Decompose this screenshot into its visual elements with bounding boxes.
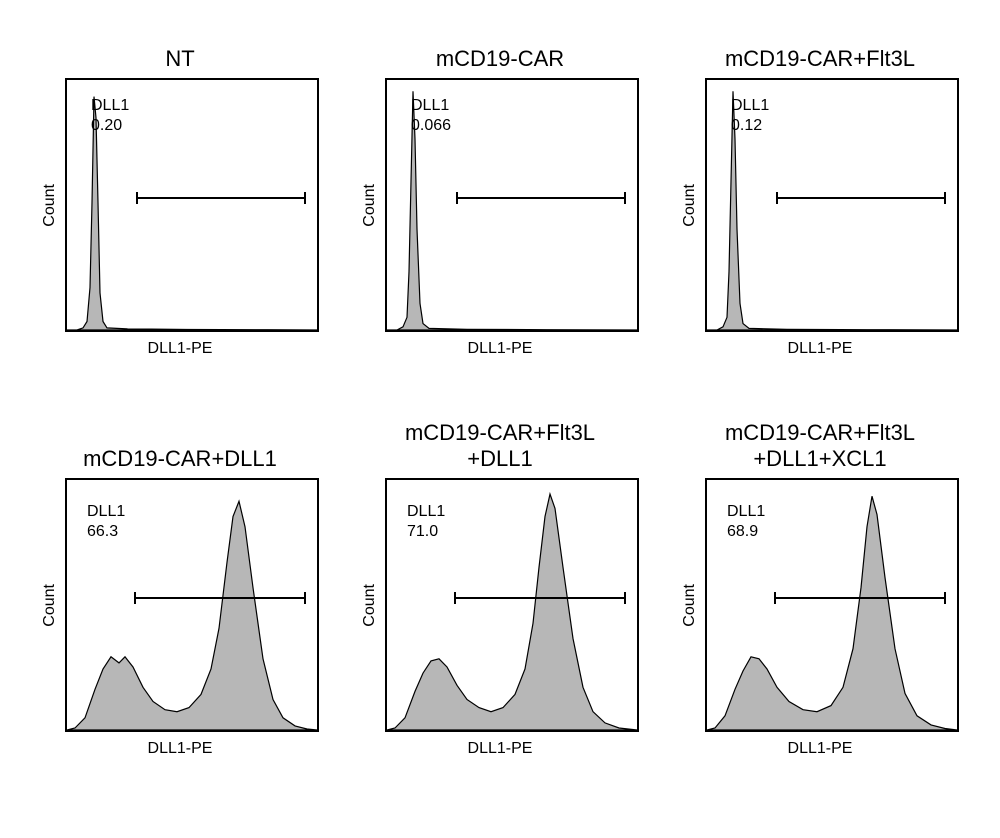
panel-title: mCD19-CAR+DLL1 (83, 420, 277, 478)
plot-row: Count DLL1 66.3 (41, 478, 319, 732)
gate-label: DLL1 0.12 (731, 96, 769, 136)
panel-title: mCD19-CAR+Flt3L +DLL1 (405, 420, 595, 478)
y-axis-label: Count (41, 184, 59, 227)
histogram-plot: DLL1 0.20 (65, 78, 319, 332)
histogram-panel: mCD19-CAR+Flt3L +DLL1+XCL1 Count DLL1 68.9… (670, 420, 970, 800)
histogram-panel: mCD19-CAR+DLL1 Count DLL1 66.3 DLL1-PE (30, 420, 330, 800)
panel-title: mCD19-CAR+Flt3L +DLL1+XCL1 (725, 420, 915, 478)
histogram-panel: NT Count DLL1 0.20 DLL1-PE (30, 20, 330, 400)
x-axis-label: DLL1-PE (148, 740, 213, 758)
histogram-plot: DLL1 66.3 (65, 478, 319, 732)
gate-label: DLL1 0.20 (91, 96, 129, 136)
histogram-panel: mCD19-CAR Count DLL1 0.066 DLL1-PE (350, 20, 650, 400)
x-axis-label: DLL1-PE (468, 740, 533, 758)
histogram-plot: DLL1 68.9 (705, 478, 959, 732)
y-axis-label: Count (361, 584, 379, 627)
histogram-panel: mCD19-CAR+Flt3L +DLL1 Count DLL1 71.0 DLL1-… (350, 420, 650, 800)
panel-title: mCD19-CAR (436, 20, 564, 78)
plot-row: Count DLL1 71.0 (361, 478, 639, 732)
y-axis-label: Count (681, 184, 699, 227)
gate-label: DLL1 0.066 (411, 96, 451, 136)
gate-marker (457, 192, 625, 204)
x-axis-label: DLL1-PE (788, 340, 853, 358)
plot-row: Count DLL1 0.20 (41, 78, 319, 332)
y-axis-label: Count (681, 584, 699, 627)
gate-marker (137, 192, 305, 204)
gate-label: DLL1 68.9 (727, 502, 765, 542)
gate-marker (135, 592, 305, 604)
gate-marker (777, 192, 945, 204)
histogram-plot: DLL1 71.0 (385, 478, 639, 732)
histogram-plot: DLL1 0.12 (705, 78, 959, 332)
x-axis-label: DLL1-PE (148, 340, 213, 358)
plot-row: Count DLL1 68.9 (681, 478, 959, 732)
plot-row: Count DLL1 0.066 (361, 78, 639, 332)
y-axis-label: Count (41, 584, 59, 627)
plot-row: Count DLL1 0.12 (681, 78, 959, 332)
gate-label: DLL1 66.3 (87, 502, 125, 542)
gate-label: DLL1 71.0 (407, 502, 445, 542)
x-axis-label: DLL1-PE (788, 740, 853, 758)
histogram-grid: NT Count DLL1 0.20 DLL1-PE mCD19-CAR Count DLL… (20, 20, 980, 800)
panel-title: mCD19-CAR+Flt3L (725, 20, 915, 78)
x-axis-label: DLL1-PE (468, 340, 533, 358)
histogram-panel: mCD19-CAR+Flt3L Count DLL1 0.12 DLL1-PE (670, 20, 970, 400)
y-axis-label: Count (361, 184, 379, 227)
panel-title: NT (165, 20, 194, 78)
histogram-plot: DLL1 0.066 (385, 78, 639, 332)
